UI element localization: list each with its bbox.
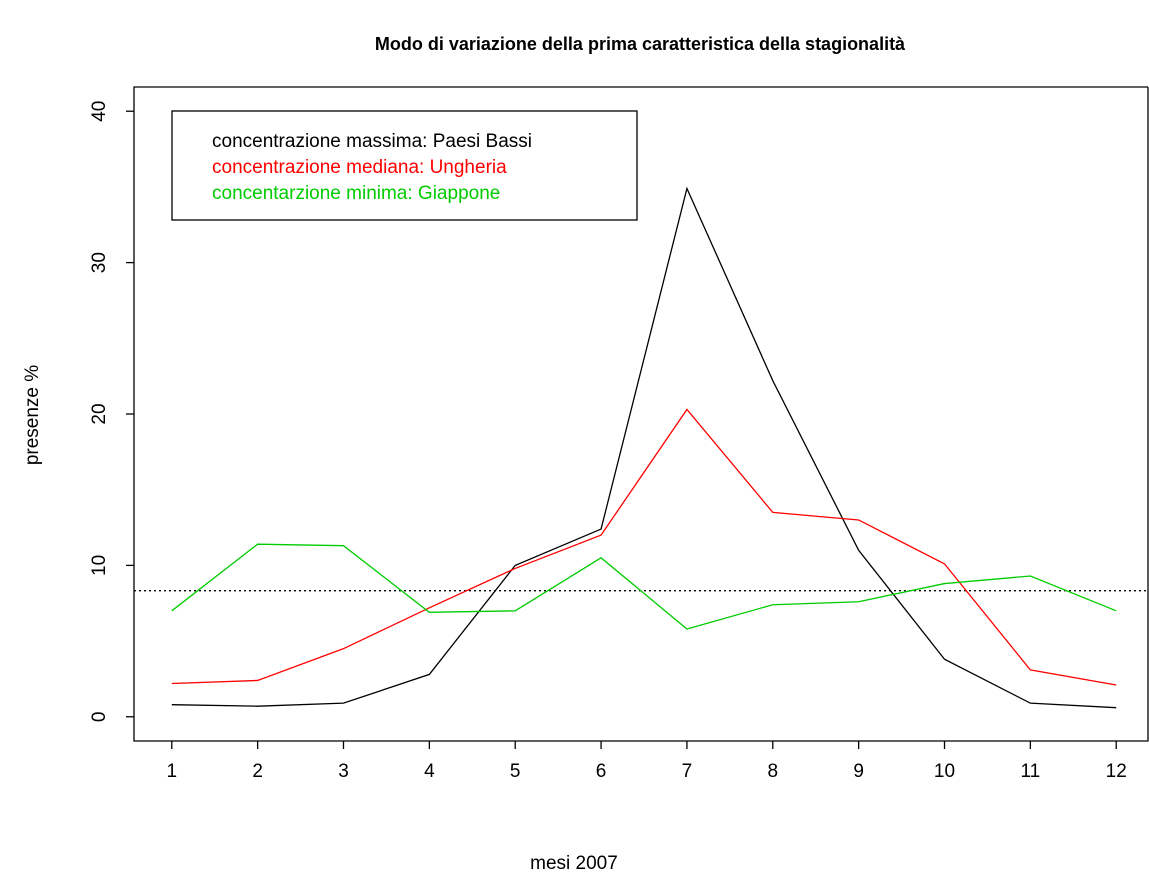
x-tick-label: 1 [166,761,177,782]
x-tick-label: 10 [934,761,955,782]
x-tick-label: 12 [1106,761,1127,782]
plot-frame [133,86,1149,742]
legend-label: concentrazione massima: Paesi Bassi [212,131,532,152]
x-tick-label: 8 [767,761,778,782]
series-line [171,543,1117,630]
x-tick-label: 2 [252,761,263,782]
legend-label: concentrazione mediana: Ungheria [212,157,507,178]
legend-label: concentarzione minima: Giappone [212,183,500,204]
y-tick-label: 40 [89,101,110,122]
x-tick-label: 11 [1020,761,1040,782]
x-axis-label: mesi 2007 [530,853,618,874]
x-tick-label: 3 [338,761,349,782]
y-tick-label: 0 [89,711,110,722]
chart-title: Modo di variazione della prima caratteri… [375,34,906,54]
x-tick-label: 7 [682,761,693,782]
x-tick-label: 4 [424,761,435,782]
x-tick-label: 6 [596,761,607,782]
x-tick-label: 5 [510,761,521,782]
legend-box [171,110,638,221]
series-line [171,408,1117,686]
x-tick-label: 9 [853,761,864,782]
series-line [171,186,1117,709]
y-tick-label: 20 [89,403,110,424]
y-tick-label: 30 [89,252,110,273]
y-tick-label: 10 [89,555,110,576]
y-axis-label: presenze % [22,365,43,465]
